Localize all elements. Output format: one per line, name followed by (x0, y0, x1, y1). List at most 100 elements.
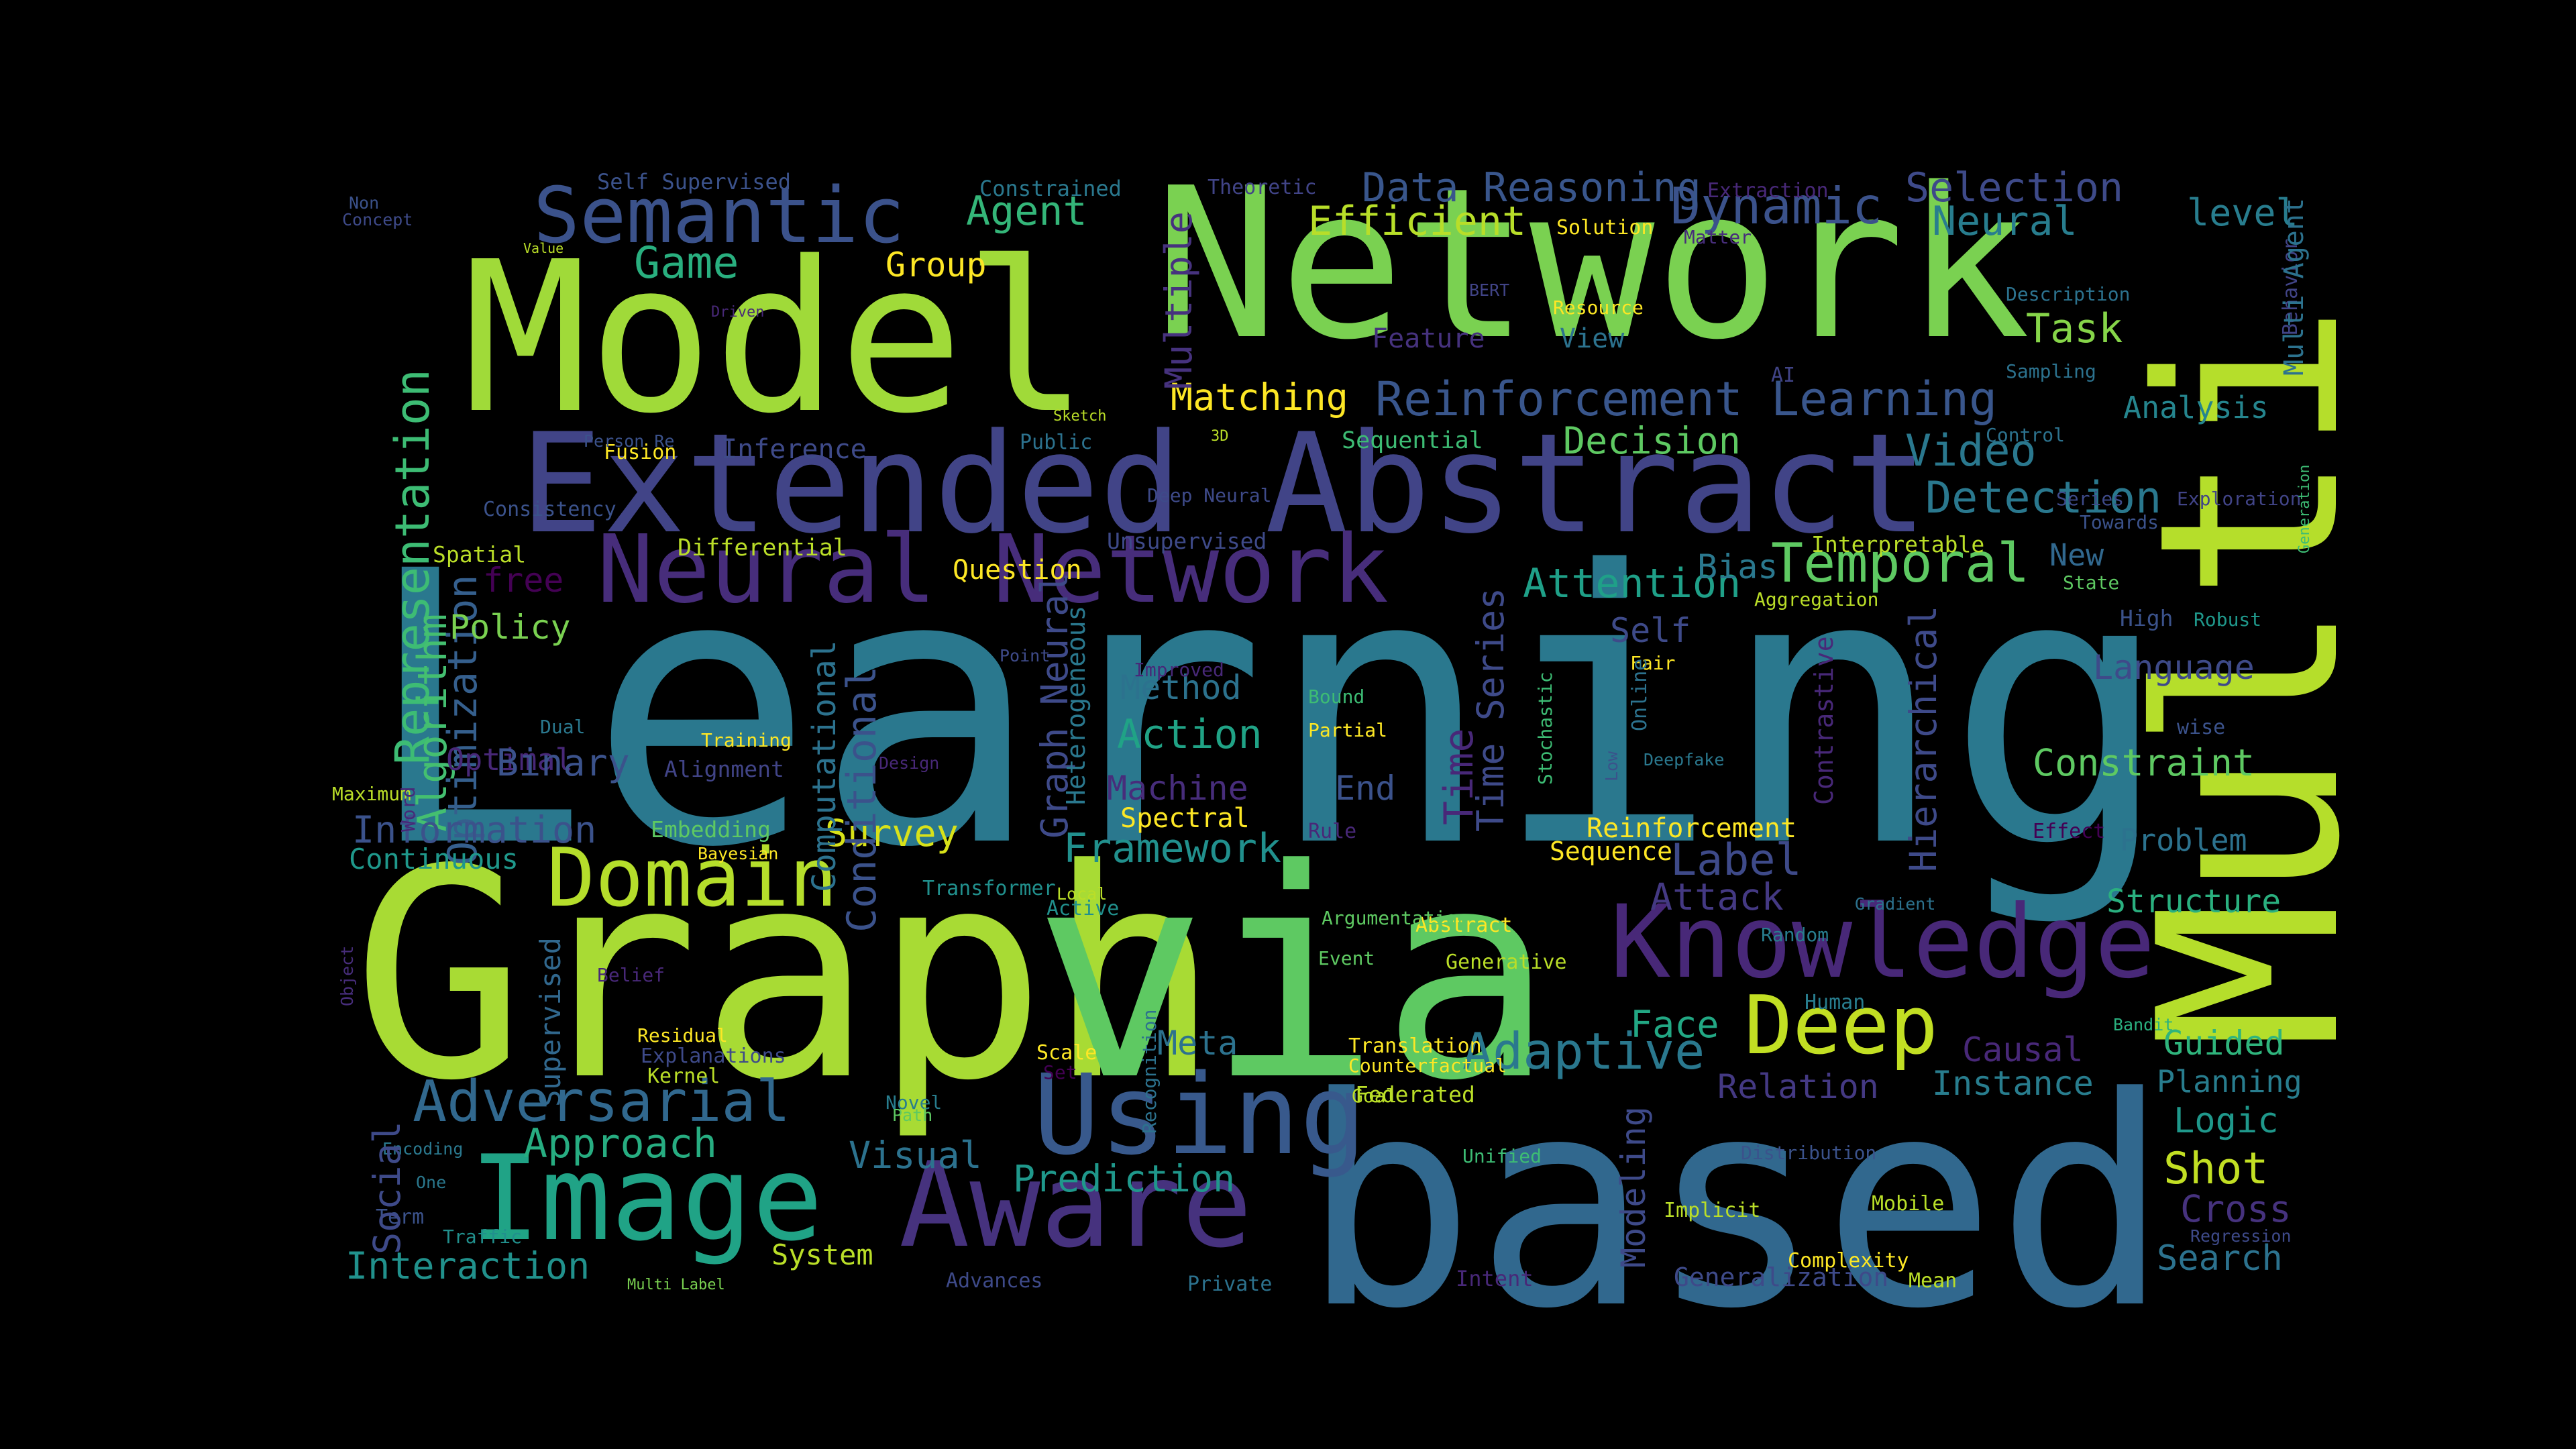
cloud-word: Self (1610, 611, 1691, 650)
cloud-word: Question (953, 555, 1082, 586)
cloud-word: Video (1905, 426, 2037, 476)
cloud-word: Object (337, 945, 357, 1006)
cloud-word: Logic (2174, 1101, 2279, 1141)
cloud-word: Neural (1932, 198, 2078, 245)
cloud-word: Learning (362, 492, 2172, 930)
cloud-word: Kernel (647, 1065, 720, 1088)
cloud-word: Game (634, 238, 739, 288)
cloud-word: Shot (2163, 1144, 2269, 1194)
cloud-word: Adaptive (1462, 1022, 1705, 1081)
cloud-word: Visual (849, 1134, 982, 1177)
cloud-word: Using (1033, 1051, 1366, 1179)
cloud-word: Unsupervised (1107, 528, 1267, 554)
cloud-word: Partial (1308, 719, 1388, 741)
cloud-word: Intent (1456, 1266, 1534, 1291)
cloud-word: Interpretable (1811, 531, 1985, 557)
cloud-word: Model (463, 217, 1089, 460)
cloud-word: Belief (597, 964, 665, 986)
cloud-word: Generative (1446, 951, 1567, 974)
cloud-word: Series (2056, 488, 2125, 510)
cloud-word: Continuous (349, 843, 519, 875)
cloud-word: Matching (1171, 376, 1348, 419)
cloud-word: Instance (1932, 1064, 2094, 1103)
cloud-word: Search (2157, 1238, 2283, 1279)
cloud-word: Online (1628, 658, 1652, 731)
cloud-word: Matter (1684, 226, 1752, 248)
cloud-word: Dual (540, 716, 586, 738)
cloud-word: AI (1771, 364, 1796, 387)
cloud-word: Attention (1523, 560, 1741, 607)
cloud-word: Multi Label (627, 1277, 725, 1293)
cloud-word: Maximum (332, 783, 412, 805)
cloud-word: Active (1046, 897, 1120, 920)
cloud-word: One (416, 1173, 447, 1192)
cloud-word: Effect (2033, 820, 2106, 843)
cloud-word: Value (523, 240, 564, 256)
cloud-word: Point (1000, 646, 1051, 665)
cloud-word: Spatial (433, 541, 527, 568)
cloud-word: State (2063, 572, 2120, 594)
cloud-word: Neural Network (597, 515, 1389, 625)
cloud-word: Mobile (1872, 1192, 1945, 1216)
cloud-word: Alignment (664, 756, 784, 782)
cloud-word: Agent (966, 188, 1087, 235)
cloud-word: Policy (449, 608, 571, 647)
cloud-word: Sequence (1550, 837, 1673, 866)
cloud-word: Group (885, 246, 987, 284)
cloud-word: Bias (1697, 547, 1778, 586)
cloud-word: level (2187, 191, 2298, 234)
cloud-word: Regression (2190, 1226, 2292, 1246)
cloud-word: Graph (352, 808, 1221, 1144)
cloud-word: Aggregation (1754, 588, 1879, 610)
cloud-word: Modeling (1614, 1106, 1653, 1268)
cloud-word: Deepfake (1644, 750, 1725, 769)
cloud-word: BERT (1469, 280, 1510, 300)
cloud-word: Feature (1372, 323, 1485, 354)
cloud-word: Bandit (2113, 1015, 2174, 1034)
cloud-word: Novel (885, 1091, 943, 1114)
cloud-word: Goal (1352, 1085, 1397, 1107)
cloud-word: Counterfactual (1348, 1055, 1507, 1077)
cloud-word: Robust (2194, 608, 2262, 631)
cloud-word: Self Supervised (597, 169, 791, 195)
cloud-word: Optimal (446, 742, 574, 777)
cloud-word: Relation (1717, 1067, 1879, 1106)
cloud-word: Set (1043, 1061, 1077, 1083)
cloud-word: Extraction (1707, 179, 1829, 203)
cloud-word: Constrained (979, 176, 1122, 201)
cloud-word: Solution (1556, 216, 1654, 239)
cloud-word: Selection (1905, 164, 2124, 211)
cloud-word: Multi Agent (2279, 198, 2310, 376)
cloud-word: Term (376, 1205, 425, 1229)
cloud-word: Local (1057, 884, 1108, 904)
cloud-word: Deep (1744, 979, 1938, 1073)
cloud-word: Label (1670, 835, 1802, 885)
cloud-word: Complexity (1788, 1249, 1909, 1273)
cloud-word: Control (1986, 424, 2065, 446)
cloud-word: Bayesian (698, 844, 779, 863)
cloud-word: Generalization (1674, 1263, 1889, 1292)
cloud-word: Driven (711, 304, 765, 321)
cloud-word: Distribution (1741, 1142, 1877, 1164)
cloud-word: Private (1187, 1273, 1273, 1296)
cloud-word: Description (2006, 283, 2131, 305)
cloud-word: Rule (1308, 820, 1357, 843)
cloud-word: Abstract (1415, 914, 1513, 937)
cloud-word: Method (1120, 668, 1242, 707)
cloud-word: Mean (1909, 1269, 1957, 1293)
cloud-word: Contrastive (1809, 636, 1839, 805)
cloud-word: Constraint (2033, 741, 2255, 784)
cloud-word: Transformer (922, 877, 1056, 900)
cloud-word: Theoretic (1208, 176, 1317, 199)
cloud-word: Encoding (382, 1139, 464, 1159)
cloud-word: Supervised (534, 937, 567, 1107)
cloud-word: Cross (2180, 1187, 2292, 1230)
cloud-word: Efficient (1308, 198, 1527, 245)
cloud-word: Analysis (2123, 390, 2269, 425)
cloud-word: Time Series (1469, 587, 1512, 832)
cloud-word: Argumentation (1322, 907, 1469, 929)
cloud-word: Computational (806, 640, 843, 892)
cloud-word: Survey (825, 812, 959, 855)
cloud-word: Conditional (839, 665, 885, 932)
